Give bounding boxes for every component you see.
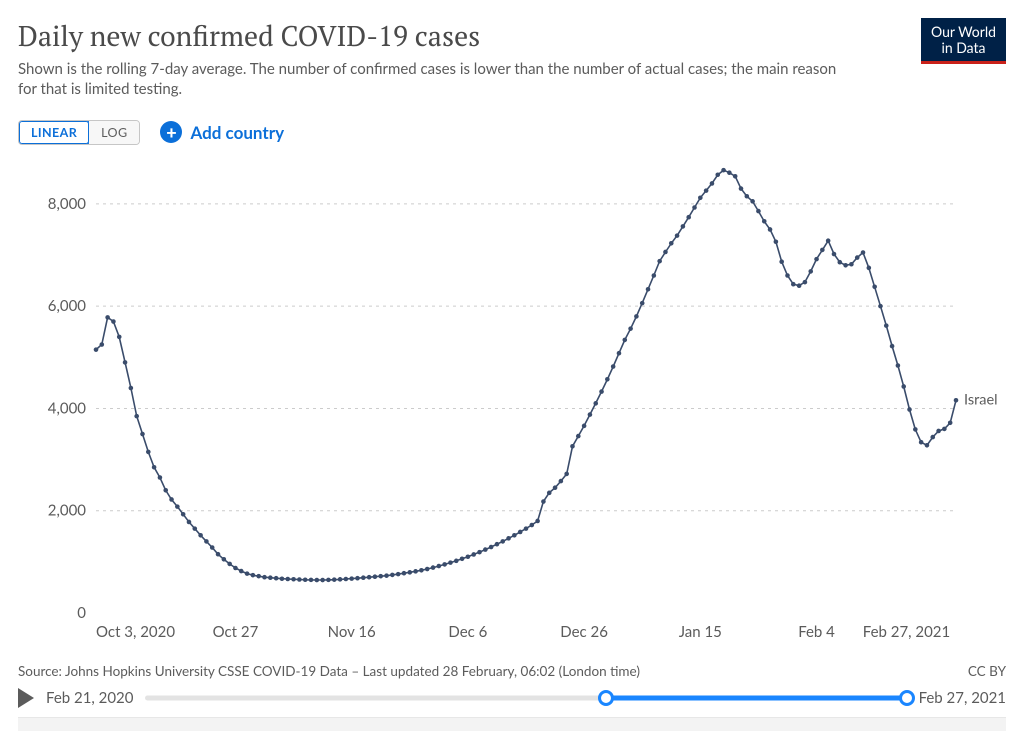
- timeline-slider[interactable]: [145, 687, 906, 709]
- logo-line-2: in Data: [931, 40, 996, 56]
- svg-text:Oct 3, 2020: Oct 3, 2020: [96, 623, 175, 641]
- svg-text:Nov 16: Nov 16: [328, 623, 376, 641]
- timeline-start-label: Feb 21, 2020: [46, 689, 133, 707]
- slider-handle-end[interactable]: [899, 690, 915, 706]
- scale-toggle: LINEAR LOG: [18, 120, 140, 145]
- add-country-button[interactable]: + Add country: [160, 121, 284, 143]
- owid-logo[interactable]: Our World in Data: [921, 18, 1006, 64]
- source-text: Source: Johns Hopkins University CSSE CO…: [18, 663, 640, 679]
- svg-text:2,000: 2,000: [48, 501, 87, 519]
- svg-text:8,000: 8,000: [48, 194, 87, 212]
- svg-text:6,000: 6,000: [48, 297, 87, 315]
- add-country-label: Add country: [190, 122, 284, 143]
- svg-text:Oct 27: Oct 27: [213, 623, 259, 641]
- scale-log-button[interactable]: LOG: [89, 121, 139, 144]
- svg-text:0: 0: [77, 604, 86, 622]
- svg-text:4,000: 4,000: [48, 399, 87, 417]
- svg-text:Feb 27, 2021: Feb 27, 2021: [863, 623, 950, 641]
- slider-handle-start[interactable]: [598, 690, 614, 706]
- scale-linear-button[interactable]: LINEAR: [18, 120, 90, 145]
- play-icon[interactable]: [18, 688, 34, 708]
- svg-text:Dec 6: Dec 6: [448, 623, 487, 641]
- svg-text:Israel: Israel: [964, 391, 998, 408]
- svg-text:Feb 4: Feb 4: [798, 623, 835, 641]
- chart-title: Daily new confirmed COVID-19 cases: [18, 18, 838, 55]
- svg-text:Dec 26: Dec 26: [560, 623, 608, 641]
- svg-text:Jan 15: Jan 15: [679, 623, 722, 641]
- chart-subtitle: Shown is the rolling 7-day average. The …: [18, 59, 838, 100]
- chart-area: 0 2,000 4,000 6,000 8,000 Oct 3, 2020 Oct 27 No…: [18, 153, 1006, 657]
- timeline-end-label: Feb 27, 2021: [919, 689, 1006, 707]
- license-link[interactable]: CC BY: [968, 663, 1006, 679]
- slider-range: [606, 695, 907, 700]
- plus-icon: +: [160, 121, 182, 143]
- logo-line-1: Our World: [931, 24, 996, 40]
- line-chart-svg: 0 2,000 4,000 6,000 8,000 Oct 3, 2020 Oct 27 No…: [18, 153, 1006, 653]
